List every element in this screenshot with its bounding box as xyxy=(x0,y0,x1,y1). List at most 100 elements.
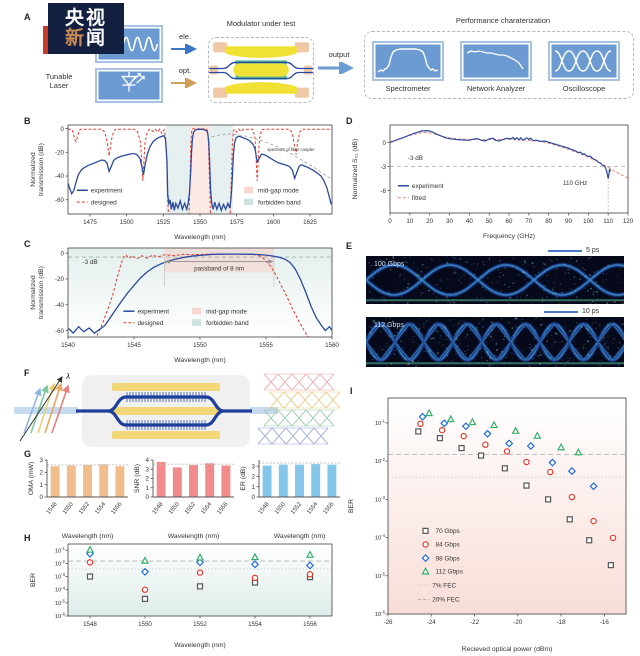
svg-text:10-2: 10-2 xyxy=(375,457,386,465)
svg-text:7% FEC: 7% FEC xyxy=(432,583,456,590)
network-analyzer-box xyxy=(460,41,532,81)
chart-panel-d: 0 10 20 30 40 50 60 70 80 90 100 110 120 0 -3 -6 Frequen… xyxy=(352,124,634,240)
svg-text:1556: 1556 xyxy=(303,621,317,628)
svg-text:112 Gbps: 112 Gbps xyxy=(436,569,463,576)
svg-text:1556: 1556 xyxy=(217,501,230,516)
panel-label-g: G xyxy=(24,449,32,459)
laser-diode-icon xyxy=(121,71,145,92)
tunable-laser-label: Tunable Laser xyxy=(45,72,73,91)
svg-text:forbidden band: forbidden band xyxy=(258,199,301,206)
eye-diagram-100gbps: 100 Gbps xyxy=(337,256,640,306)
chart-snr: 1548 1550 1552 1554 1556 0 1 2 3 4 Wavelength (nm)… xyxy=(134,457,234,540)
svg-text:30: 30 xyxy=(446,218,453,225)
svg-text:1: 1 xyxy=(252,484,256,491)
eye-112-graphic xyxy=(335,317,640,369)
svg-text:Wavelength (nm): Wavelength (nm) xyxy=(174,642,226,649)
svg-text:1548: 1548 xyxy=(152,501,165,516)
spectrometer-label: Spectrometer xyxy=(385,84,431,93)
svg-text:-40: -40 xyxy=(55,173,65,180)
chart-oma: 1548 1550 1552 1554 1556 0 1 2 3 Wavelength (nm) O… xyxy=(28,457,128,540)
svg-text:90: 90 xyxy=(565,218,572,225)
svg-text:Normalized S₂₁ (dB): Normalized S₂₁ (dB) xyxy=(352,139,359,199)
svg-text:1552: 1552 xyxy=(193,621,207,628)
eye2-rate-label: 112 Gbps xyxy=(374,322,404,329)
svg-text:70: 70 xyxy=(525,218,532,225)
svg-text:-60: -60 xyxy=(55,328,65,335)
svg-text:-60: -60 xyxy=(55,197,65,204)
chart-panel-h: 1548 1550 1552 1554 1556 10-1 10-2 10-3 10-4 10-5… xyxy=(30,543,333,649)
bandpass-spectrum-icon xyxy=(377,48,439,73)
svg-text:80: 80 xyxy=(545,218,552,225)
svg-text:spectrum of fiber coupler: spectrum of fiber coupler xyxy=(267,147,315,152)
eye-100-graphic xyxy=(337,256,640,306)
svg-text:1540: 1540 xyxy=(61,342,75,349)
svg-text:-22: -22 xyxy=(470,619,480,626)
svg-text:1550: 1550 xyxy=(193,342,207,349)
svg-text:1554: 1554 xyxy=(94,501,107,516)
svg-text:0: 0 xyxy=(61,126,65,133)
svg-text:100: 100 xyxy=(583,218,594,225)
svg-text:10-3: 10-3 xyxy=(55,572,66,580)
svg-text:1550: 1550 xyxy=(193,219,207,226)
svg-text:-3 dB: -3 dB xyxy=(408,155,423,162)
svg-text:Wavelength (nm): Wavelength (nm) xyxy=(174,234,226,241)
svg-text:designed: designed xyxy=(137,320,163,327)
svg-text:experiment: experiment xyxy=(137,308,169,315)
electrodes xyxy=(112,383,220,439)
svg-text:mid-gap mode: mid-gap mode xyxy=(258,187,299,194)
svg-text:0: 0 xyxy=(252,494,256,501)
output-arrow-icon xyxy=(318,62,354,74)
svg-text:10-2: 10-2 xyxy=(55,559,66,567)
svg-text:BER: BER xyxy=(348,499,355,513)
svg-text:transmission (dB): transmission (dB) xyxy=(38,143,45,196)
svg-text:0: 0 xyxy=(383,140,387,147)
svg-text:1550: 1550 xyxy=(62,501,75,516)
eye1-rate-label: 100 Gbps xyxy=(374,261,405,268)
svg-text:1: 1 xyxy=(40,482,44,489)
chart-er: 1548 1550 1552 1554 1556 0 1 2 3 Wavelength (nm) E… xyxy=(240,460,340,540)
opt-arrow-label: opt. xyxy=(178,66,192,75)
watermark-red-bar xyxy=(43,26,48,54)
svg-text:3: 3 xyxy=(146,466,150,473)
svg-text:Normalized: Normalized xyxy=(30,275,37,310)
tunable-laser-box xyxy=(95,68,163,103)
svg-text:1552: 1552 xyxy=(290,501,303,516)
svg-text:experiment: experiment xyxy=(412,183,444,190)
svg-text:1500: 1500 xyxy=(120,219,134,226)
svg-text:OMA (mW): OMA (mW) xyxy=(28,462,35,496)
modulator-chip-graphic xyxy=(209,42,313,98)
panel-label-i: I xyxy=(350,386,353,396)
svg-text:1548: 1548 xyxy=(83,621,97,628)
svg-text:50: 50 xyxy=(486,218,493,225)
chart-panel-b: 1475 1500 1525 1550 1575 1600 1625 0 -20 -40 -60 Wa… xyxy=(30,124,333,241)
svg-text:1575: 1575 xyxy=(230,219,244,226)
scalebar-5ps: 5 ps xyxy=(548,247,599,254)
svg-text:1554: 1554 xyxy=(200,501,213,516)
panel-label-e: E xyxy=(346,241,353,251)
svg-text:designed: designed xyxy=(91,199,117,206)
svg-text:4: 4 xyxy=(146,457,150,464)
svg-text:110: 110 xyxy=(603,218,613,225)
svg-text:Wavelength (nm): Wavelength (nm) xyxy=(168,533,220,540)
svg-text:passband of 8 nm: passband of 8 nm xyxy=(194,266,244,273)
svg-text:1560: 1560 xyxy=(325,342,339,349)
svg-text:1625: 1625 xyxy=(303,219,317,226)
svg-text:1600: 1600 xyxy=(266,219,280,226)
svg-text:-24: -24 xyxy=(427,619,437,626)
oscilloscope-label: Oscilloscope xyxy=(562,84,606,93)
svg-text:-20: -20 xyxy=(55,149,65,156)
svg-text:Wavelength (nm): Wavelength (nm) xyxy=(274,533,326,540)
svg-text:1550: 1550 xyxy=(168,501,181,516)
svg-text:1556: 1556 xyxy=(111,501,124,516)
svg-text:-16: -16 xyxy=(600,619,610,626)
panel-label-a: A xyxy=(24,12,31,22)
svg-text:ER (dB): ER (dB) xyxy=(240,466,247,490)
svg-text:1548: 1548 xyxy=(258,501,271,516)
eye-diagram-112gbps: 112 Gbps xyxy=(335,317,640,369)
svg-text:1552: 1552 xyxy=(78,501,91,516)
chart-panel-i: -26 -24 -22 -20 -18 -16 10-1 10-2 10-3 10-4 10-5 10… xyxy=(348,397,627,653)
svg-text:1554: 1554 xyxy=(248,621,262,628)
svg-text:transmission (dB): transmission (dB) xyxy=(38,266,45,319)
cctv-news-watermark: 央视 新闻 xyxy=(48,3,124,54)
